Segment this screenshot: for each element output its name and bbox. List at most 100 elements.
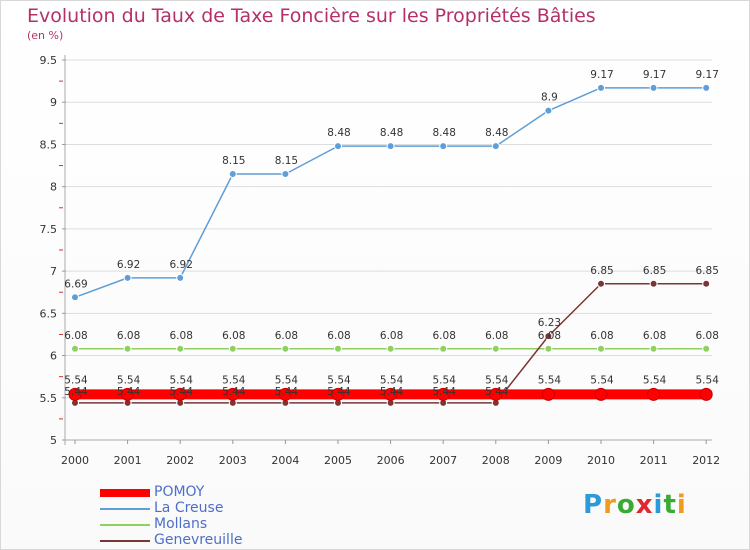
data-point xyxy=(544,344,553,353)
legend-label: POMOY xyxy=(154,484,205,500)
data-point xyxy=(176,273,185,282)
data-label: 5.44 xyxy=(170,386,194,398)
x-tick-label: 2009 xyxy=(534,454,562,467)
y-tick-label: 7.5 xyxy=(40,223,58,236)
data-label: 5.44 xyxy=(433,386,457,398)
data-point xyxy=(281,170,290,178)
data-point xyxy=(281,344,290,353)
x-tick-label: 2010 xyxy=(587,454,615,467)
data-point xyxy=(649,279,658,288)
data-label: 8.9 xyxy=(541,92,558,104)
data-label: 5.54 xyxy=(696,374,720,386)
y-tick-label: 9.5 xyxy=(40,54,58,67)
legend-label: Genevreuille xyxy=(154,532,243,548)
data-point xyxy=(597,83,605,92)
data-label: 5.54 xyxy=(170,374,194,386)
data-label: 6.08 xyxy=(590,330,613,342)
data-point xyxy=(544,332,553,341)
x-tick-label: 2012 xyxy=(692,454,720,467)
data-label: 9.17 xyxy=(590,69,613,81)
data-point xyxy=(123,273,132,282)
data-label: 6.92 xyxy=(170,259,193,271)
data-point xyxy=(121,387,135,401)
logo-letter: i xyxy=(676,490,687,520)
y-tick-label: 5.5 xyxy=(40,392,58,405)
x-tick-label: 2006 xyxy=(377,454,405,467)
data-label: 6.69 xyxy=(64,278,87,290)
data-point xyxy=(436,387,450,401)
logo-letter: P xyxy=(583,490,604,520)
y-tick-label: 6 xyxy=(50,350,57,363)
data-label: 5.54 xyxy=(327,374,351,386)
data-point xyxy=(489,387,503,401)
data-label: 5.54 xyxy=(222,374,246,386)
logo-letter: r xyxy=(603,490,617,520)
data-label: 6.08 xyxy=(380,330,403,342)
legend-swatch xyxy=(100,524,150,526)
data-point xyxy=(597,344,605,353)
data-point xyxy=(649,344,658,353)
data-point xyxy=(597,279,605,288)
logo-letter: o xyxy=(616,490,636,520)
data-point xyxy=(123,344,132,353)
logo-letter: x xyxy=(635,490,654,520)
data-point xyxy=(334,344,342,353)
chart-title: Evolution du Taux de Taxe Foncière sur l… xyxy=(27,5,596,27)
data-label: 9.17 xyxy=(643,69,666,81)
x-tick-label: 2000 xyxy=(61,454,89,467)
data-point xyxy=(439,142,448,151)
data-point xyxy=(702,344,711,353)
y-tick-label: 8.5 xyxy=(40,138,58,151)
legend-swatch xyxy=(100,508,150,510)
data-point xyxy=(386,344,395,353)
data-point xyxy=(228,344,237,353)
data-label: 5.44 xyxy=(380,386,404,398)
legend-label: La Creuse xyxy=(154,500,224,516)
data-label: 8.15 xyxy=(275,155,298,167)
data-label: 5.44 xyxy=(275,386,299,398)
legend-label: Mollans xyxy=(154,516,208,532)
data-point xyxy=(386,142,395,151)
data-point xyxy=(331,387,345,401)
x-tick-label: 2005 xyxy=(324,454,352,467)
data-label: 5.54 xyxy=(538,374,562,386)
data-point xyxy=(702,279,711,288)
data-label: 6.85 xyxy=(643,265,666,277)
x-tick-label: 2003 xyxy=(219,454,247,467)
data-label: 5.54 xyxy=(590,374,614,386)
data-label: 8.15 xyxy=(222,155,245,167)
data-point xyxy=(491,142,500,151)
y-tick-label: 5 xyxy=(50,434,57,447)
data-label: 6.08 xyxy=(696,330,719,342)
data-label: 9.17 xyxy=(696,69,719,81)
x-tick-label: 2011 xyxy=(640,454,668,467)
data-label: 5.44 xyxy=(117,386,141,398)
data-label: 6.08 xyxy=(222,330,245,342)
data-point xyxy=(702,83,711,92)
data-label: 6.08 xyxy=(275,330,298,342)
x-tick-label: 2007 xyxy=(429,454,457,467)
x-tick-label: 2008 xyxy=(482,454,510,467)
data-label: 5.54 xyxy=(64,374,88,386)
data-point xyxy=(278,387,292,401)
legend-swatch xyxy=(100,489,150,497)
data-label: 6.23 xyxy=(538,317,561,329)
data-label: 6.08 xyxy=(117,330,140,342)
data-point xyxy=(71,293,79,302)
data-label: 5.54 xyxy=(380,374,404,386)
data-label: 5.44 xyxy=(327,386,351,398)
data-label: 6.85 xyxy=(696,265,719,277)
data-point xyxy=(439,344,448,353)
data-label: 6.08 xyxy=(433,330,456,342)
data-label: 5.54 xyxy=(275,374,299,386)
data-label: 6.92 xyxy=(117,259,140,271)
data-label: 5.44 xyxy=(485,386,509,398)
data-point xyxy=(491,344,500,353)
data-point xyxy=(699,387,713,401)
data-label: 6.08 xyxy=(538,330,561,342)
data-label: 5.44 xyxy=(222,386,246,398)
data-label: 5.54 xyxy=(433,374,457,386)
data-point xyxy=(334,142,342,151)
data-point xyxy=(541,387,555,401)
data-label: 6.08 xyxy=(643,330,666,342)
